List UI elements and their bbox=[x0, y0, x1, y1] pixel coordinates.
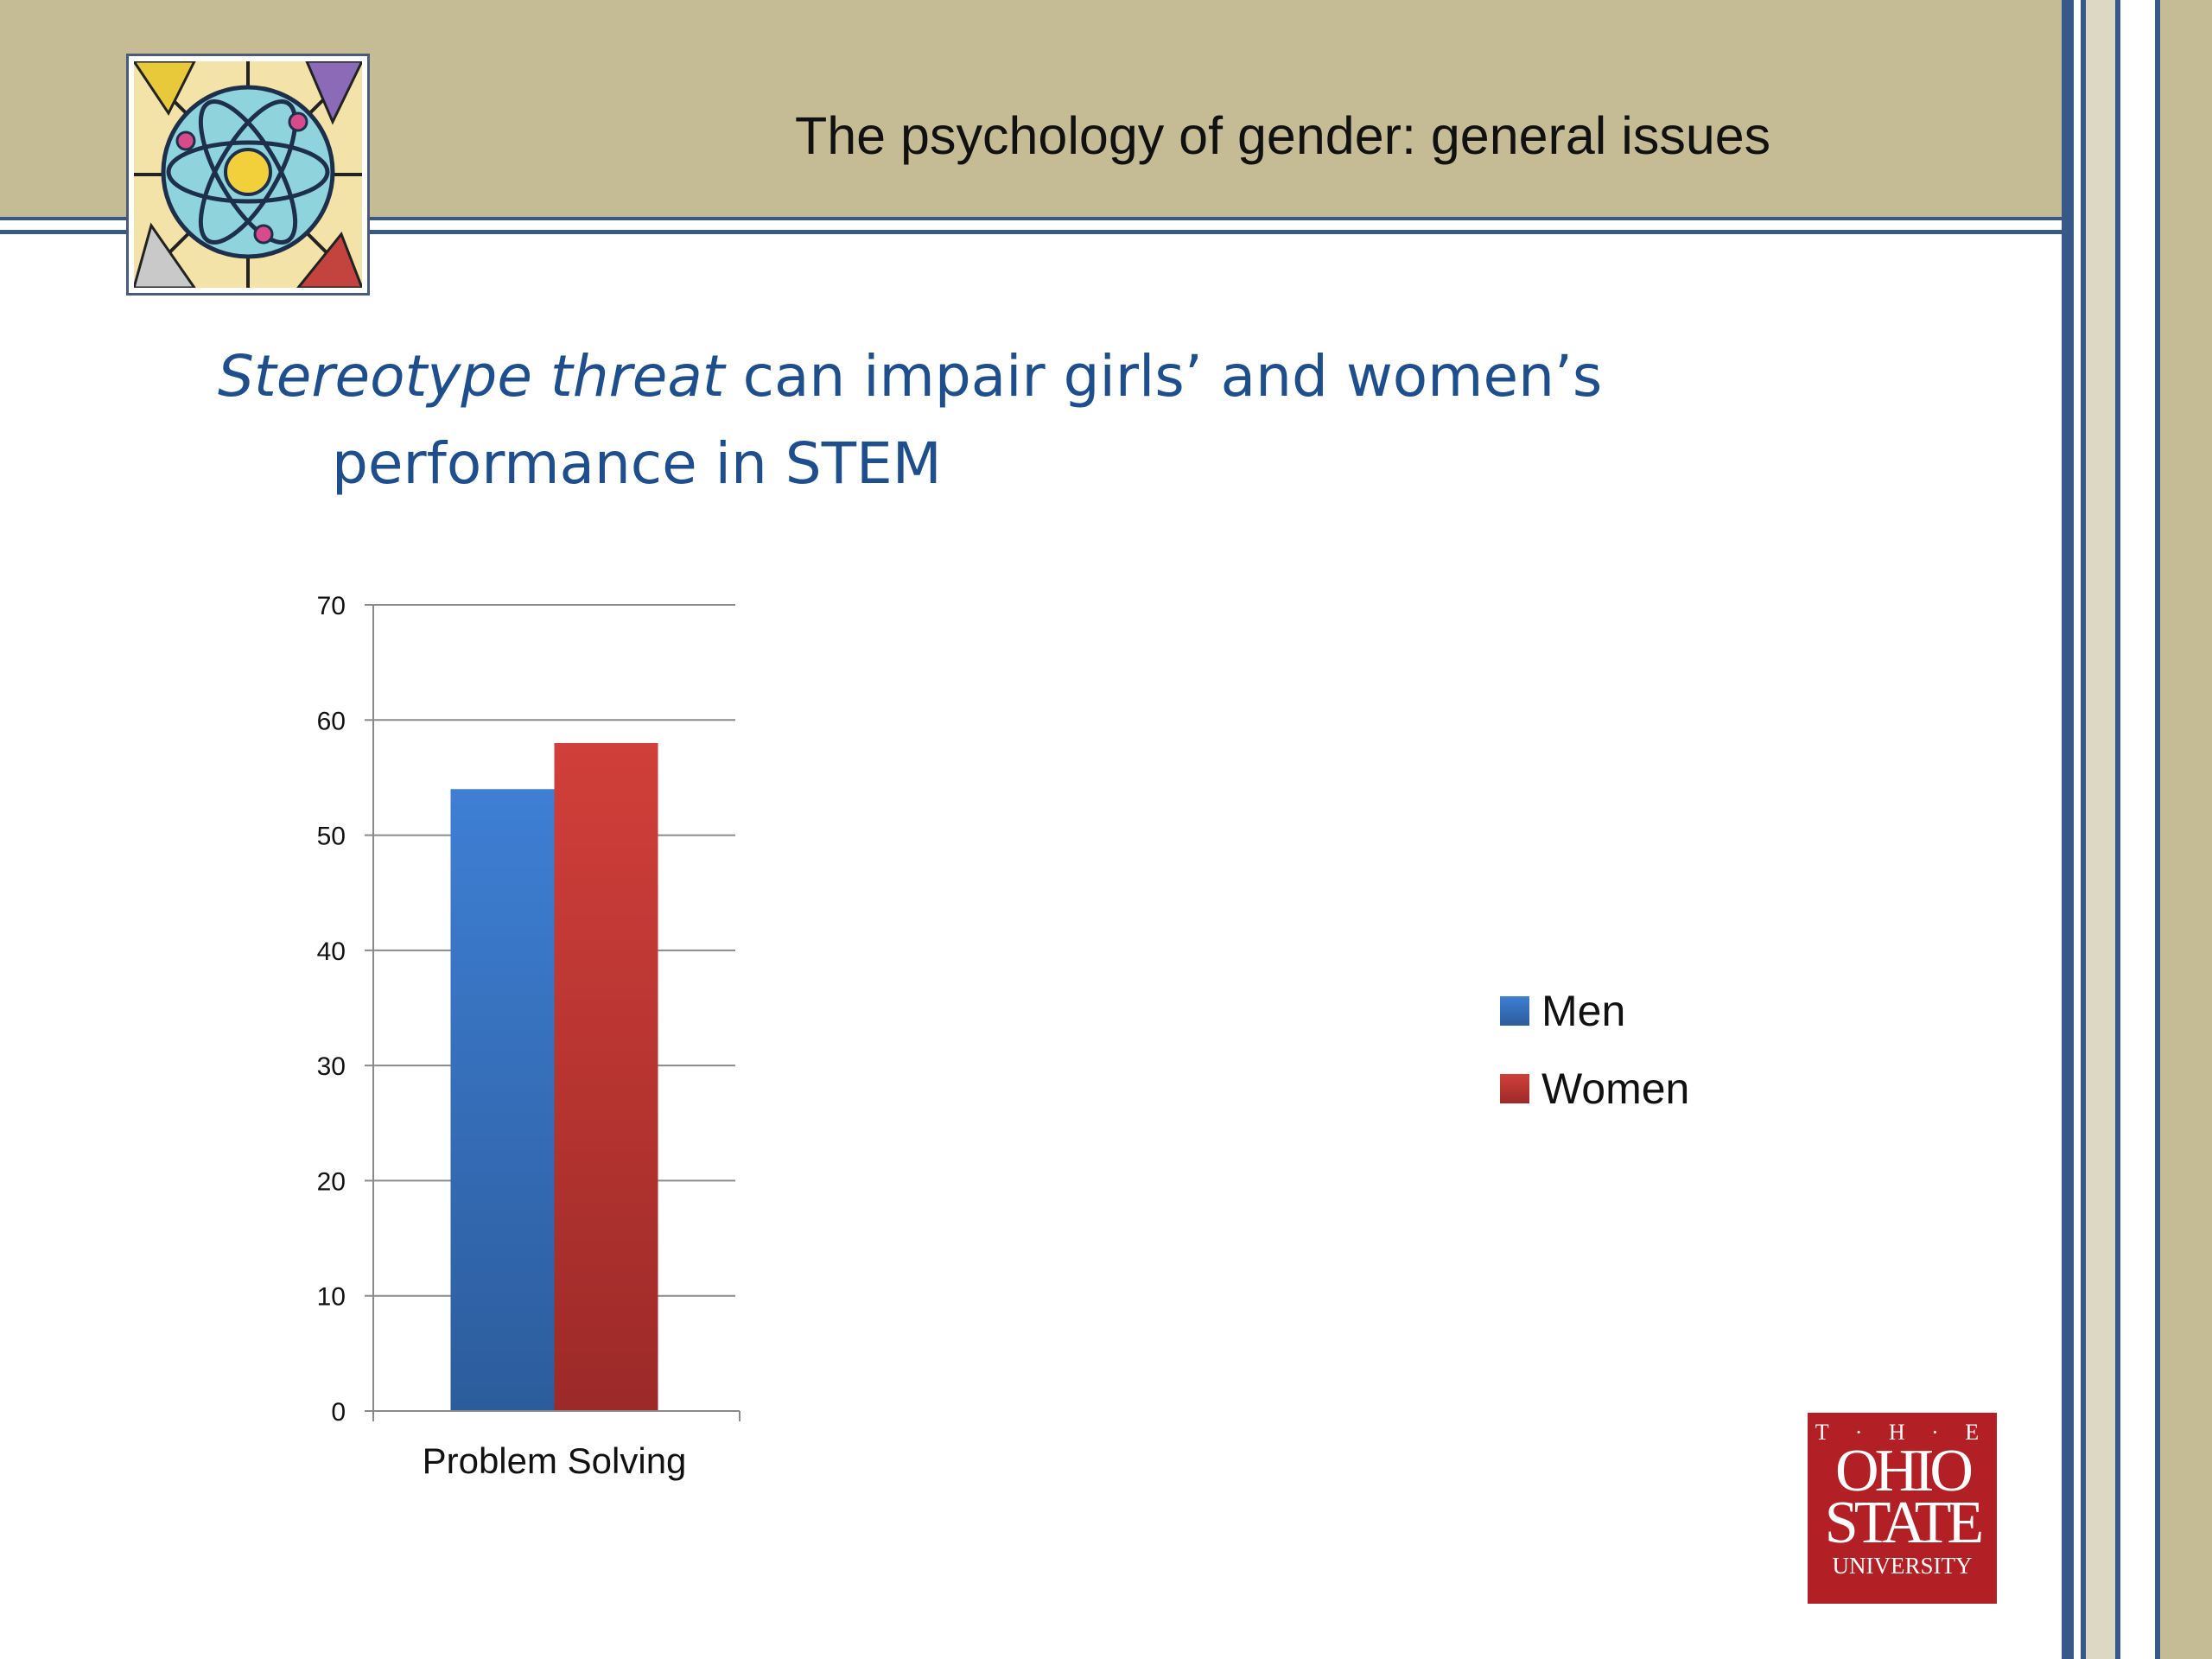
slide-title-italic: Stereotype threat bbox=[218, 343, 725, 410]
y-tick-label: 0 bbox=[331, 1398, 346, 1427]
y-tick-label: 10 bbox=[317, 1283, 346, 1312]
right-border-strip bbox=[2155, 0, 2212, 1659]
x-category-label: Problem Solving bbox=[423, 1440, 687, 1481]
y-tick-label: 30 bbox=[317, 1052, 346, 1081]
logo-state: STATE bbox=[1824, 1490, 1984, 1556]
bar-men bbox=[450, 789, 555, 1411]
right-border-strip bbox=[2062, 0, 2074, 1659]
y-tick-label: 50 bbox=[317, 823, 346, 851]
y-tick-label: 60 bbox=[317, 707, 346, 735]
slide-title-line1: Stereotype threat can impair girls’ and … bbox=[218, 333, 1773, 420]
logo-ohio: OHIO bbox=[1835, 1438, 1974, 1504]
slide-title-rest: can impair girls’ and women’s bbox=[724, 343, 1603, 410]
logo-the: T · H · E bbox=[1815, 1420, 1990, 1445]
legend-label-women: Women bbox=[1541, 1065, 1690, 1113]
chart-legend: Men Women bbox=[1500, 972, 1689, 1128]
bar-women bbox=[554, 742, 658, 1411]
legend-swatch-women bbox=[1500, 1074, 1529, 1103]
header-title: The psychology of gender: general issues bbox=[795, 106, 1771, 165]
header-divider-gap bbox=[0, 220, 2212, 230]
slide-title-line2: performance in STEM bbox=[332, 430, 942, 497]
legend-swatch-men bbox=[1500, 996, 1529, 1026]
right-border-strip bbox=[2074, 0, 2081, 1659]
legend-label-men: Men bbox=[1541, 987, 1626, 1035]
logo-university: UNIVERSITY bbox=[1832, 1553, 1973, 1579]
legend-item-women: Women bbox=[1500, 1050, 1689, 1128]
ohio-state-logo: T · H · E OHIO STATE UNIVERSITY bbox=[1808, 1413, 1997, 1604]
science-clipart-icon bbox=[126, 54, 370, 296]
right-border-strip bbox=[2120, 0, 2155, 1659]
y-tick-label: 20 bbox=[317, 1167, 346, 1196]
right-border-strip bbox=[2081, 0, 2120, 1659]
y-tick-label: 70 bbox=[317, 592, 346, 620]
header-divider-line bbox=[0, 230, 2212, 234]
slide-title: Stereotype threat can impair girls’ and … bbox=[218, 333, 1773, 507]
y-tick-label: 40 bbox=[317, 938, 346, 966]
legend-item-men: Men bbox=[1500, 972, 1689, 1050]
